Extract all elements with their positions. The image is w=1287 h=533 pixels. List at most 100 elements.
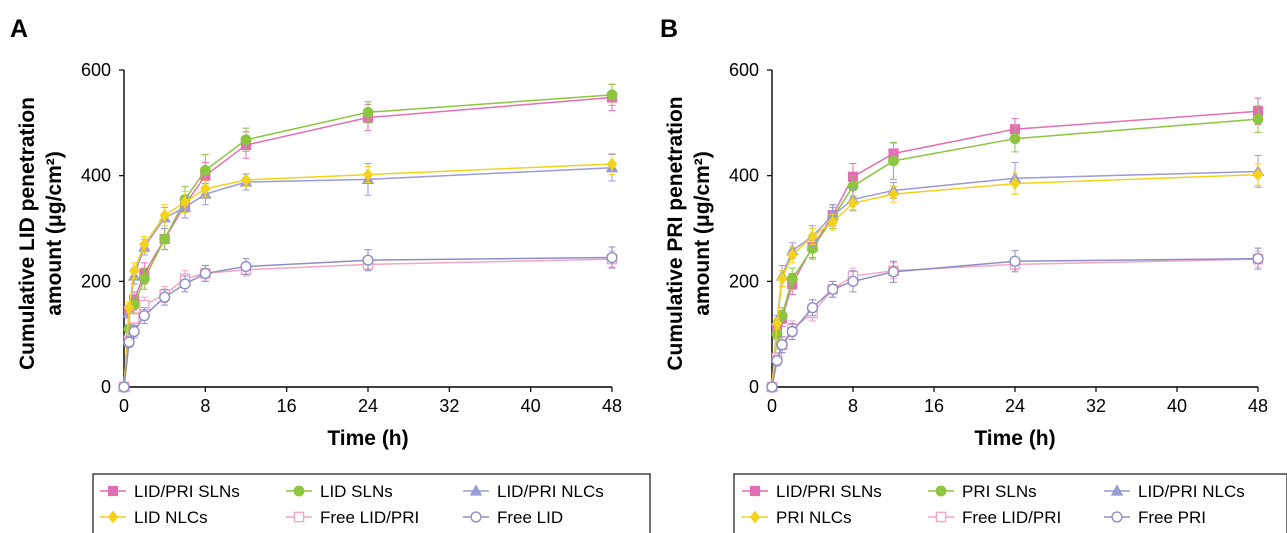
data-point	[1252, 168, 1264, 181]
legend-swatch-marker	[935, 511, 947, 523]
data-point	[159, 233, 171, 245]
series-3	[117, 154, 619, 392]
y-tick-label: 200	[81, 271, 111, 291]
series-line	[771, 110, 1259, 388]
legend-item-4: LID NLCs	[100, 508, 208, 527]
data-point	[827, 283, 839, 295]
data-point	[362, 168, 374, 181]
data-point	[1252, 113, 1264, 125]
x-axis-label: Time (h)	[327, 427, 408, 450]
data-point	[786, 273, 798, 285]
panel-letter: B	[660, 15, 678, 43]
legend-label: LID/PRI SLNs	[776, 482, 882, 501]
data-point	[786, 325, 798, 338]
legend-item-3: LID/PRI NLCs	[463, 482, 604, 501]
series-1	[118, 83, 618, 393]
legend-label: PRI NLCs	[776, 508, 852, 527]
data-point	[807, 230, 818, 243]
data-point	[888, 155, 899, 167]
panel-letter: A	[10, 15, 28, 43]
series-line	[771, 170, 1259, 388]
legend-swatch-marker	[1110, 484, 1124, 496]
y-tick-label: 400	[729, 166, 759, 186]
series-line	[771, 258, 1259, 388]
series-line	[123, 256, 613, 388]
data-point	[179, 195, 191, 209]
x-tick-label: 16	[924, 396, 944, 416]
legend-swatch-marker	[293, 485, 305, 497]
chart-panel-a: A 0 8 16 24 32 40 48 0 200 400 600 Time (h) Cumulativ…	[10, 15, 651, 533]
data-point	[888, 187, 899, 201]
legend-swatch-marker	[749, 510, 761, 524]
legend-label: Free PRI	[1138, 508, 1206, 527]
series-line	[123, 96, 613, 388]
x-tick-label: 48	[602, 396, 622, 416]
series-line	[771, 173, 1259, 388]
data-point	[138, 273, 150, 285]
legend-swatch-marker	[469, 484, 483, 496]
series-line	[771, 257, 1259, 388]
y-axis-label: Cumulative LID penetration amount (μg/cm²…	[16, 97, 66, 370]
y-tick-label: 0	[101, 377, 111, 397]
y-tick-label: 200	[729, 271, 759, 291]
data-point	[771, 354, 783, 367]
data-point	[159, 291, 171, 303]
x-tick-label: 48	[1248, 396, 1268, 416]
series-4	[766, 163, 1264, 394]
y-axis-label-line-1: Cumulative PRI penetration	[664, 96, 687, 370]
data-point	[139, 237, 150, 251]
x-tick-label: 0	[767, 396, 777, 416]
data-point	[606, 251, 618, 264]
data-point	[771, 317, 783, 330]
x-tick-label: 40	[1167, 396, 1187, 416]
data-point	[240, 134, 252, 146]
legend-swatch-marker	[107, 485, 119, 497]
legend-swatch-marker	[107, 510, 119, 524]
data-point	[200, 182, 211, 196]
legend-swatch-marker	[470, 511, 482, 523]
data-point	[806, 302, 819, 314]
y-tick-label: 400	[81, 166, 111, 186]
data-point	[240, 260, 252, 273]
x-axis-label: Time (h)	[974, 427, 1055, 450]
y-axis-label: Cumulative PRI penetration amount (μg/cm²…	[664, 96, 714, 370]
data-point	[827, 215, 838, 229]
x-tick-label: 40	[521, 396, 541, 416]
legend-box	[733, 473, 1287, 533]
x-tick-label: 24	[358, 396, 378, 416]
legend-item-5: Free LID/PRI	[286, 508, 419, 527]
legend-swatch-marker	[749, 485, 761, 497]
legend-label: LID NLCs	[134, 508, 208, 527]
series-2	[766, 105, 1264, 393]
data-point	[606, 89, 618, 101]
series-line	[123, 94, 613, 388]
y-axis-label-line-2: amount (μg/cm²)	[691, 151, 714, 316]
legend-label: LID/PRI SLNs	[134, 482, 240, 501]
legend-label: LID SLNs	[320, 482, 393, 501]
y-tick-label: 600	[729, 60, 759, 80]
data-point	[787, 248, 798, 262]
data-point	[1009, 177, 1021, 190]
data-point	[123, 336, 135, 348]
legend-label: LID/PRI NLCs	[1138, 482, 1245, 501]
legend: LID/PRI SLNs PRI SLNs LID/PRI NLCs PRI NLCs…	[733, 473, 1287, 533]
legend-item-6: Free PRI	[1104, 508, 1206, 527]
data-point	[776, 272, 788, 286]
legend-item-3: LID/PRI NLCs	[1104, 482, 1245, 501]
legend-label: Free LID	[497, 508, 563, 527]
data-point	[159, 208, 170, 222]
data-point	[362, 106, 374, 118]
data-point	[887, 266, 900, 278]
data-point	[118, 381, 130, 393]
legend-label: Free LID/PRI	[320, 508, 419, 527]
data-point	[362, 254, 374, 266]
x-tick-label: 8	[200, 396, 210, 416]
x-tick-label: 0	[119, 396, 129, 416]
data-point	[766, 381, 778, 393]
legend-label: PRI SLNs	[962, 482, 1037, 501]
data-point	[199, 164, 211, 176]
y-tick-label: 0	[749, 377, 759, 397]
legend-item-1: LID/PRI SLNs	[100, 482, 240, 501]
legend-box	[92, 473, 651, 533]
